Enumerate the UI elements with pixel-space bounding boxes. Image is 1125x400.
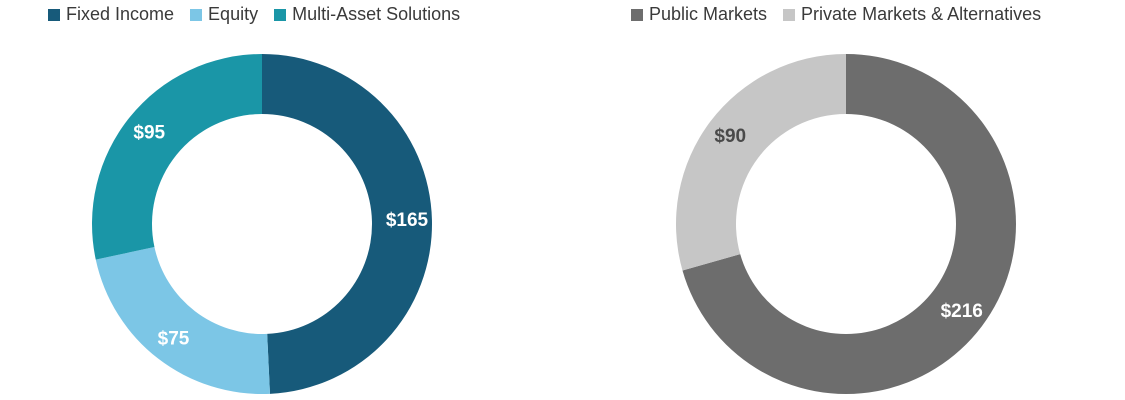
legend-label-public-markets: Public Markets — [649, 4, 768, 24]
legend-swatch-public-markets — [631, 8, 643, 21]
slice-label-multi-asset-solutions: $95 — [133, 122, 165, 143]
slice-multi-asset-solutions — [92, 54, 263, 260]
legend-swatch-fixed-income — [48, 8, 60, 21]
legend-label-multi-asset-solutions: Multi-Asset Solutions — [292, 4, 461, 24]
slice-label-fixed-income: $165 — [386, 210, 429, 231]
legend-swatch-private-markets-alternatives — [783, 8, 796, 21]
slice-label-public-markets: $216 — [941, 301, 983, 322]
slice-label-private-markets-alternatives: $90 — [714, 126, 746, 147]
legend-label-fixed-income: Fixed Income — [66, 4, 175, 24]
legend-swatch-equity — [190, 8, 203, 21]
legend-item-private-markets-alternatives: Private Markets & Alternatives — [783, 4, 1041, 25]
slice-public-markets — [682, 54, 1016, 394]
donut-chart-left: $165 $75 $95 — [92, 54, 432, 394]
legend: Fixed Income Equity Multi-Asset Solution… — [48, 4, 460, 25]
slice-fixed-income — [262, 54, 432, 394]
slice-label-equity: $75 — [158, 328, 190, 349]
slice-private-markets-alternatives — [676, 54, 846, 271]
chart-market-type: Public Markets Private Markets & Alterna… — [560, 0, 1125, 400]
legend-label-private-markets-alternatives: Private Markets & Alternatives — [801, 4, 1042, 24]
legend: Public Markets Private Markets & Alterna… — [631, 4, 1041, 25]
slice-equity — [95, 247, 270, 394]
legend-item-multi-asset-solutions: Multi-Asset Solutions — [274, 4, 460, 25]
legend-item-equity: Equity — [190, 4, 258, 25]
donut-chart-right: $216 $90 — [676, 54, 1016, 394]
legend-swatch-multi-asset-solutions — [274, 8, 287, 21]
legend-item-fixed-income: Fixed Income — [48, 4, 174, 25]
legend-label-equity: Equity — [208, 4, 259, 24]
chart-asset-class: Fixed Income Equity Multi-Asset Solution… — [0, 0, 560, 400]
legend-item-public-markets: Public Markets — [631, 4, 767, 25]
